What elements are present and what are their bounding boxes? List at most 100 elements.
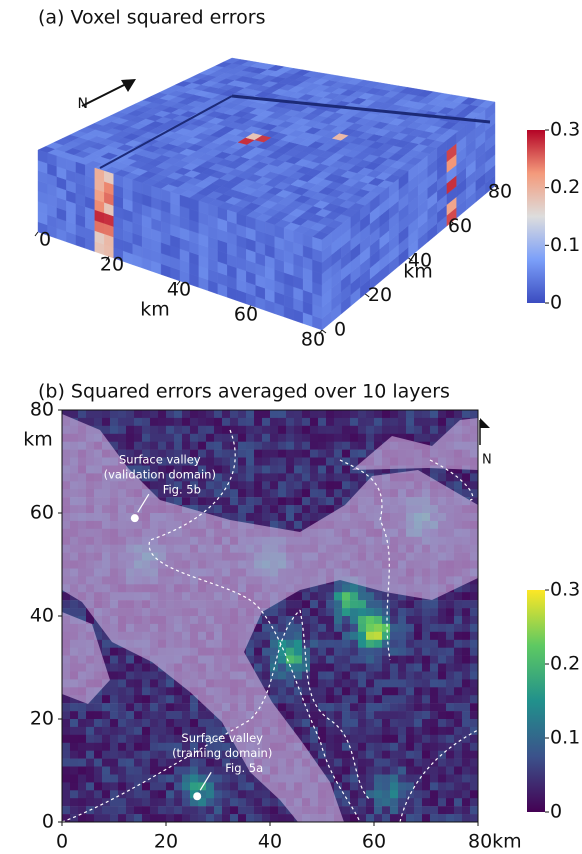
heatmap-cell [246, 513, 255, 522]
heatmap-cell [430, 655, 439, 664]
heatmap-cell [134, 734, 143, 743]
heatmap-cell [342, 465, 351, 474]
heatmap-cell [86, 719, 95, 728]
heatmap-cell [382, 726, 391, 736]
heatmap-cell [422, 766, 431, 775]
heatmap-cell [438, 465, 447, 474]
heatmap-cell [166, 814, 175, 822]
heatmap-cell [294, 457, 303, 466]
heatmap-cell [406, 671, 415, 680]
heatmap-cell [214, 719, 223, 728]
heatmap-cell [166, 417, 175, 427]
heatmap-cell [278, 520, 287, 530]
heatmap-cell [246, 790, 255, 799]
heatmap-cell [150, 425, 159, 434]
heatmap-cell [94, 417, 103, 427]
heatmap-cell [142, 774, 151, 783]
heatmap-cell [78, 758, 87, 767]
heatmap-cell [318, 600, 327, 609]
heatmap-cell [406, 758, 415, 767]
heatmap-cell [110, 774, 119, 783]
heatmap-cell [238, 465, 247, 474]
heatmap-cell [158, 766, 167, 775]
heatmap-cell [374, 814, 383, 822]
heatmap-cell [118, 774, 127, 783]
heatmap-cell [302, 719, 311, 728]
heatmap-cell [238, 481, 247, 490]
heatmap-cell [406, 417, 415, 427]
heatmap-cell [62, 806, 71, 815]
heatmap-cell [462, 679, 471, 688]
heatmap-cell [462, 711, 471, 720]
heatmap-cell [278, 814, 287, 822]
heatmap-cell [350, 473, 359, 482]
heatmap-cell [422, 695, 431, 704]
heatmap-cell [270, 481, 279, 490]
heatmap-cell [454, 798, 463, 807]
heatmap-cell [334, 600, 343, 609]
heatmap-cell [414, 774, 423, 783]
heatmap-cell [286, 465, 295, 474]
heatmap-cell [398, 647, 407, 656]
heatmap-cell [462, 798, 471, 807]
heatmap-cell [190, 711, 199, 720]
heatmap-cell [214, 441, 223, 450]
heatmap-cell [342, 639, 351, 648]
heatmap-cell [358, 600, 367, 609]
heatmap-cell [294, 473, 303, 482]
heatmap-cell [430, 758, 439, 767]
heatmap-cell [398, 782, 407, 791]
heatmap-cell [294, 505, 303, 514]
heatmap-cell [254, 449, 263, 458]
heatmap-cell [358, 616, 367, 625]
heatmap-cell [358, 631, 367, 640]
heatmap-cell [430, 600, 439, 609]
heatmap-cell [62, 703, 71, 712]
heatmap-cell [326, 750, 335, 759]
heatmap-cell [446, 742, 455, 751]
heatmap-cell [118, 695, 127, 704]
colorbar-tick-label: 0.3 [550, 119, 580, 141]
heatmap-cell [374, 742, 383, 751]
heatmap-cell [110, 790, 119, 799]
heatmap-cell [422, 616, 431, 625]
heatmap-cell [366, 584, 375, 593]
heatmap-cell [334, 790, 343, 799]
heatmap-cell [190, 505, 199, 514]
heatmap-cell [214, 742, 223, 751]
heatmap-cell [262, 687, 271, 696]
heatmap-cell [206, 774, 215, 783]
heatmap-cell [230, 814, 239, 822]
heatmap-cell [134, 425, 143, 434]
heatmap-cell [126, 679, 135, 688]
heatmap-cell [310, 489, 319, 498]
heatmap-cell [182, 782, 191, 791]
heatmap-cell [198, 758, 207, 767]
heatmap-cell [318, 457, 327, 466]
heatmap-cell [150, 481, 159, 490]
heatmap-cell [374, 417, 383, 427]
heatmap-cell [206, 417, 215, 427]
heatmap-cell [62, 790, 71, 799]
heatmap-cell [470, 758, 478, 767]
heatmap-cell [454, 655, 463, 664]
heatmap-cell [150, 489, 159, 498]
heatmap-cell [302, 417, 311, 427]
heatmap-cell [334, 473, 343, 482]
heatmap-cell [334, 623, 343, 633]
heatmap-cell [390, 608, 399, 617]
heatmap-cell [70, 608, 79, 617]
heatmap-cell [70, 734, 79, 743]
heatmap-cell [438, 679, 447, 688]
heatmap-cell [350, 449, 359, 458]
heatmap-cell [230, 806, 239, 815]
heatmap-cell [182, 814, 191, 822]
heatmap-cell [358, 703, 367, 712]
heatmap-cell [294, 592, 303, 601]
heatmap-cell [110, 663, 119, 672]
heatmap-cell [326, 671, 335, 680]
heatmap-cell [238, 513, 247, 522]
heatmap-cell [446, 608, 455, 617]
heatmap-cell [118, 647, 127, 656]
heatmap-cell [158, 782, 167, 791]
